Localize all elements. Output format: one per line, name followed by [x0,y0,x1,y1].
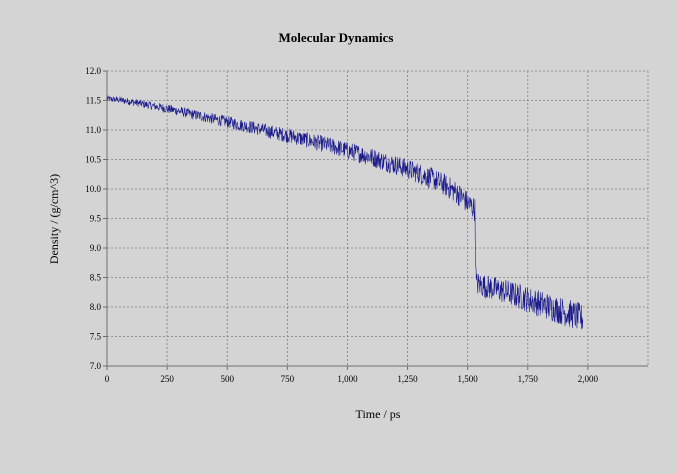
grid [106,70,649,367]
chart-title: Molecular Dynamics [279,30,394,45]
y-tick-label: 7.5 [90,332,102,342]
axes [103,70,648,370]
y-tick-label: 8.0 [90,302,102,312]
plot-area [106,95,584,330]
x-tick-label: 750 [281,374,295,384]
y-tick-label: 7.0 [90,361,102,371]
y-tick-label: 8.5 [90,273,102,283]
y-tick-label: 11.5 [86,96,102,106]
x-tick-label: 500 [220,374,234,384]
x-tick-label: 1,000 [337,374,358,384]
x-tick-label: 250 [160,374,174,384]
x-tick-label: 1,250 [397,374,418,384]
x-tick-label: 1,500 [458,374,479,384]
density-series-line [106,95,584,330]
x-axis-label: Time / ps [356,407,401,421]
y-tick-label: 10.0 [85,184,101,194]
y-tick-label: 9.0 [90,243,102,253]
y-axis-label: Density / (g/cm^3) [47,174,61,264]
y-tick-label: 12.0 [85,66,101,76]
y-tick-label: 10.5 [85,155,101,165]
y-tick-label: 11.0 [86,125,102,135]
tick-labels: 7.0 7.5 8.0 8.5 9.0 9.5 10.0 10.5 11.0 11.5 12.0 0 2… [85,66,598,384]
x-tick-label: 1,750 [518,374,539,384]
y-tick-label: 9.5 [90,214,102,224]
x-tick-label: 0 [105,374,110,384]
x-tick-label: 2,000 [578,374,599,384]
